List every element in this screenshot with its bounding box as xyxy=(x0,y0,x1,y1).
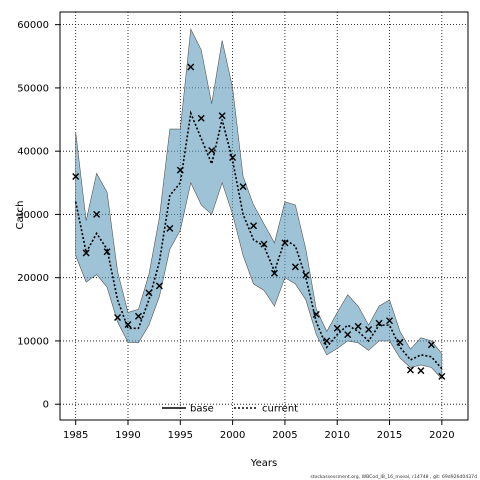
observed-point xyxy=(312,310,320,318)
y-tick-label: 10000 xyxy=(17,336,49,347)
observed-point xyxy=(375,319,383,327)
y-tick-label: 0 xyxy=(43,400,49,411)
legend: base current xyxy=(162,404,298,415)
observed-point xyxy=(365,326,373,334)
observed-point xyxy=(145,289,153,297)
observed-point xyxy=(72,172,80,180)
observed-point xyxy=(229,153,237,161)
x-tick-label: 1995 xyxy=(168,430,193,441)
observed-point xyxy=(197,114,205,122)
footnote: stockassessment.org, WBCod_IB_16_mseal, … xyxy=(310,474,477,480)
x-axis-label: Years xyxy=(250,458,277,469)
grid-lines xyxy=(60,12,468,420)
x-tick-label: 2000 xyxy=(220,430,245,441)
legend-current-label: current xyxy=(262,404,298,415)
x-tick-label: 2010 xyxy=(325,430,350,441)
observed-point xyxy=(82,249,90,257)
observed-point xyxy=(354,322,362,330)
observed-point xyxy=(396,338,404,346)
observed-point xyxy=(218,112,226,120)
x-tick-label: 2005 xyxy=(272,430,297,441)
observed-point xyxy=(438,372,446,380)
y-tick-label: 40000 xyxy=(17,147,49,158)
observed-point xyxy=(302,271,310,279)
confidence-band xyxy=(75,28,443,380)
y-tick-label: 30000 xyxy=(17,210,49,221)
observed-point xyxy=(208,147,216,155)
observed-point xyxy=(323,337,331,345)
plot-frame xyxy=(59,11,469,421)
observed-point xyxy=(344,331,352,339)
observed-point xyxy=(250,222,258,230)
observed-point xyxy=(291,263,299,271)
observed-point xyxy=(93,210,101,218)
y-tick-label: 50000 xyxy=(17,83,49,94)
observed-point xyxy=(103,248,111,256)
x-tick-label: 1990 xyxy=(115,430,140,441)
observed-point xyxy=(386,317,394,325)
observed-point xyxy=(270,269,278,277)
observed-point xyxy=(134,312,142,320)
confidence-band-area xyxy=(75,28,443,380)
legend-base-label: base xyxy=(190,404,214,415)
observed-point xyxy=(260,240,268,248)
observed-points xyxy=(72,63,446,380)
y-axis-label: Catch xyxy=(15,201,26,230)
x-tick-label: 2015 xyxy=(377,430,402,441)
observed-point xyxy=(166,224,174,232)
observed-point xyxy=(114,314,122,322)
observed-point xyxy=(406,366,414,374)
observed-point xyxy=(427,341,435,349)
y-axis: 0 10000 20000 30000 40000 50000 60000 xyxy=(17,20,60,411)
observed-point xyxy=(417,367,425,375)
x-tick-label: 2020 xyxy=(429,430,454,441)
observed-point xyxy=(176,166,184,174)
observed-point xyxy=(124,320,132,328)
x-axis: 1985 1990 1995 2000 2005 2010 2015 2020 xyxy=(63,420,455,441)
x-tick-label: 1985 xyxy=(63,430,88,441)
observed-point xyxy=(281,239,289,247)
y-tick-label: 60000 xyxy=(17,20,49,31)
y-tick-label: 20000 xyxy=(17,273,49,284)
observed-point xyxy=(155,282,163,290)
observed-point xyxy=(239,183,247,191)
observed-point xyxy=(187,63,195,71)
observed-point xyxy=(333,324,341,332)
